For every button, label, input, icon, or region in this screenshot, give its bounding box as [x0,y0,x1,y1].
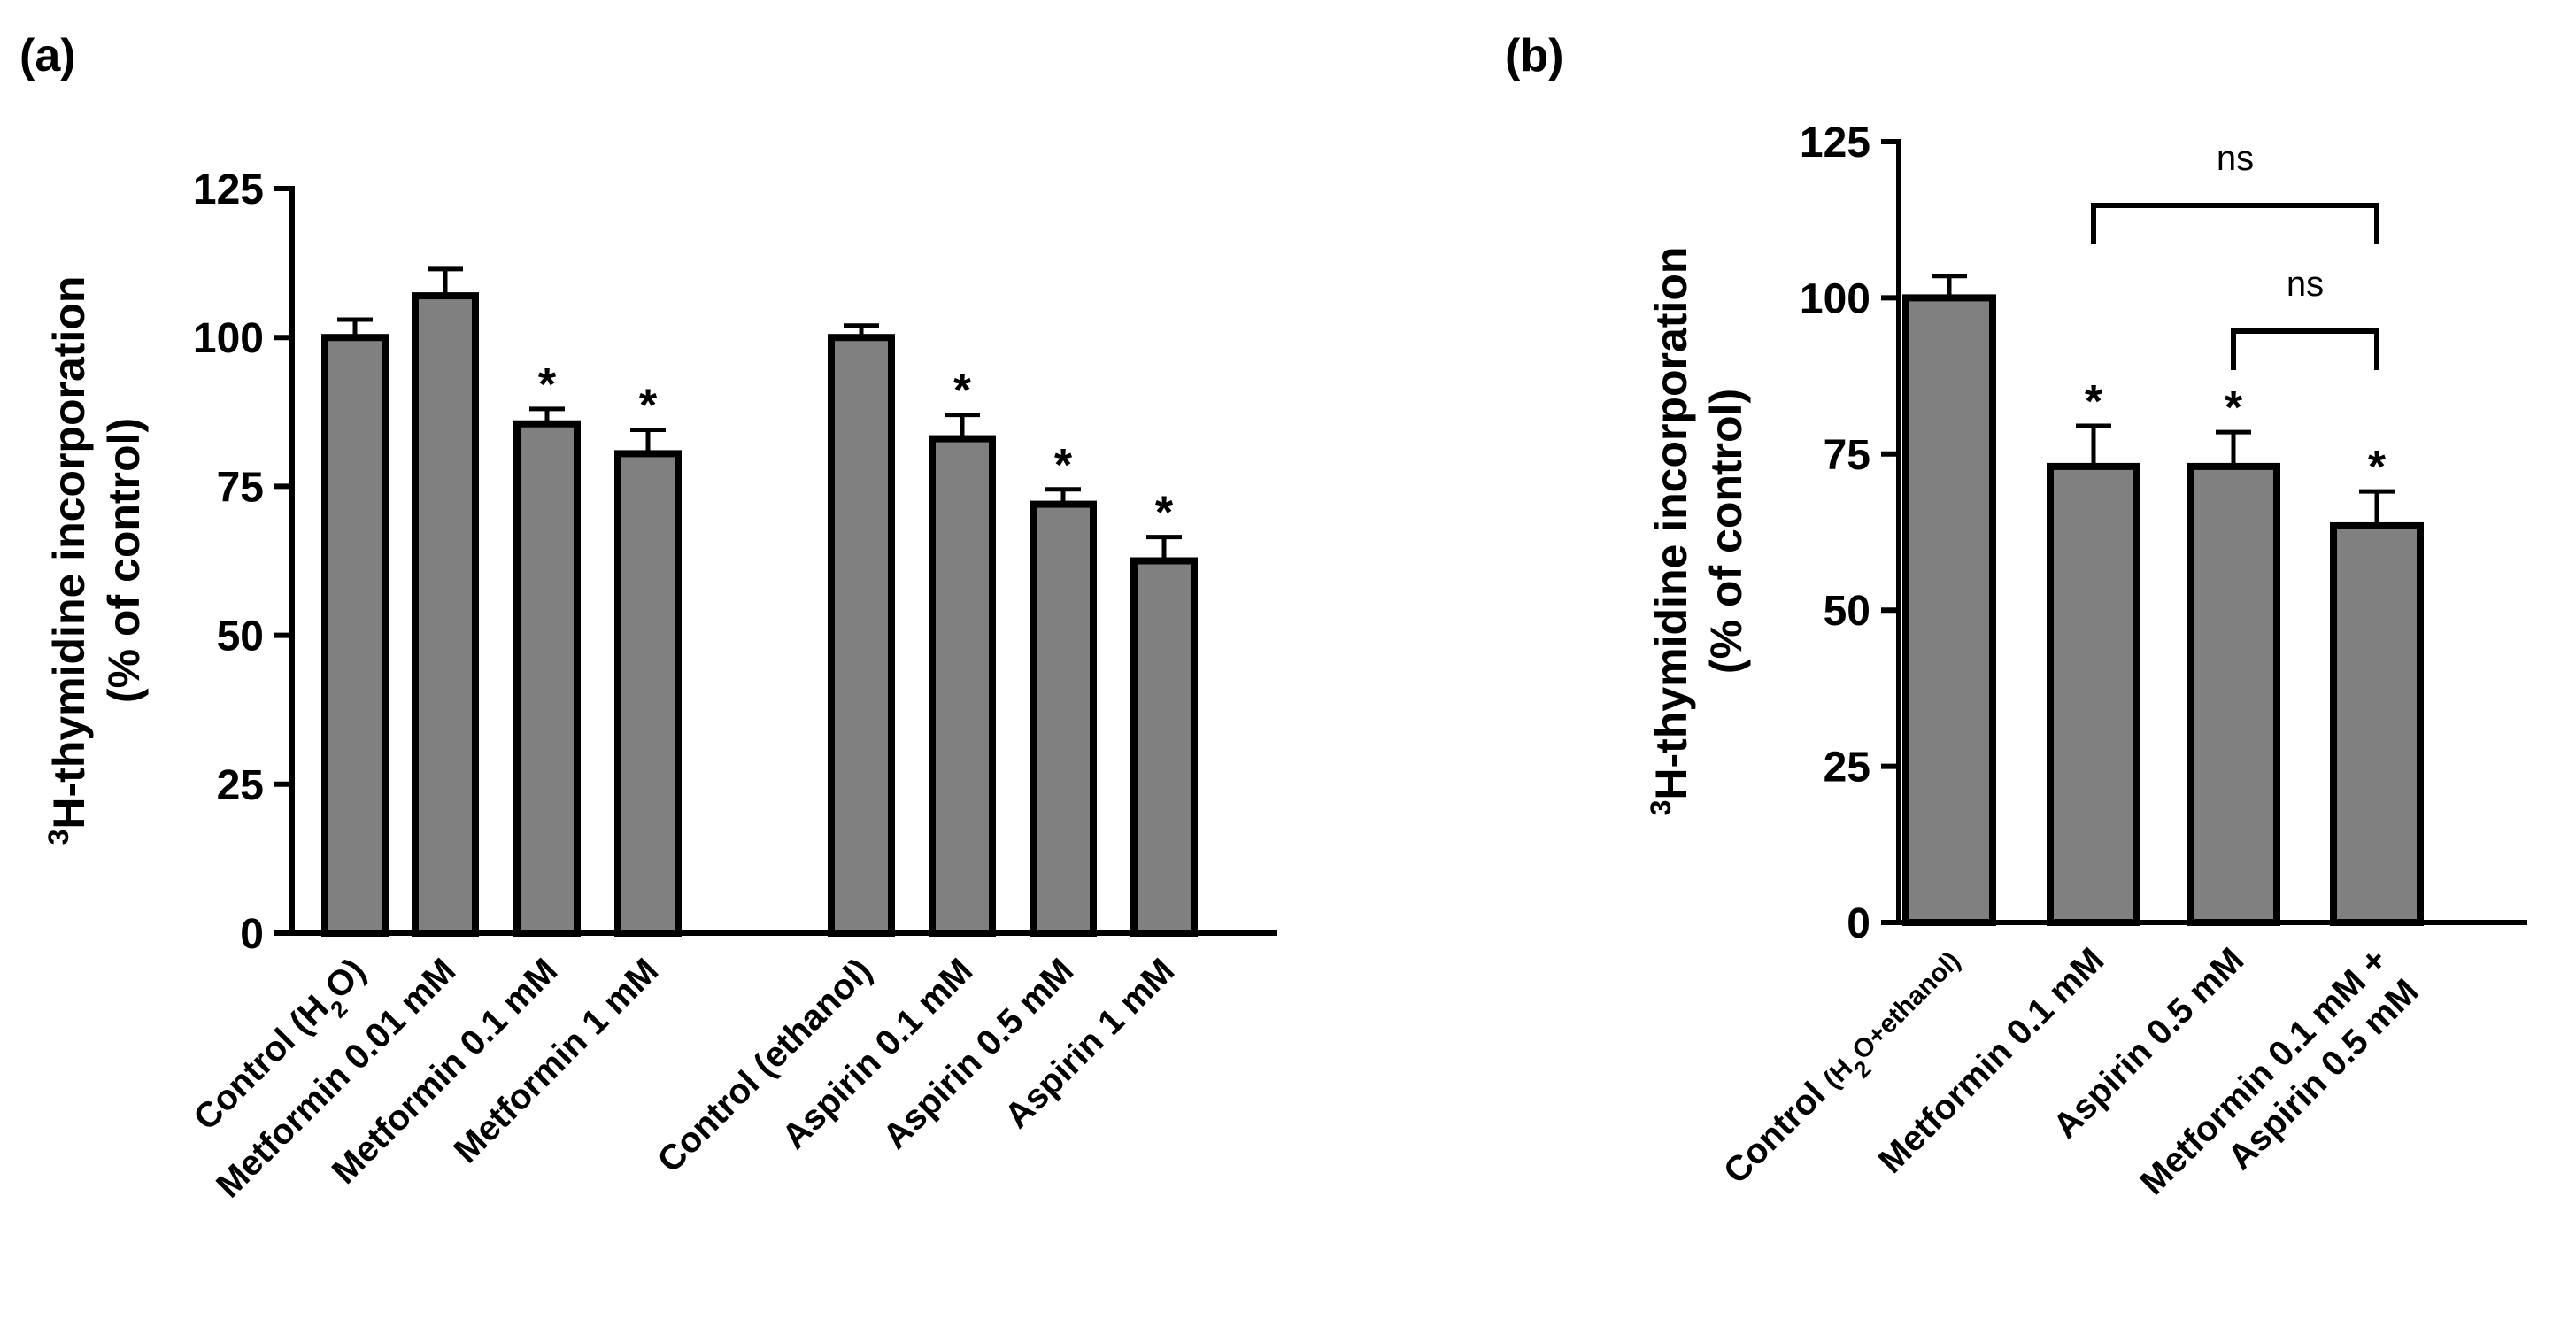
bar [929,435,996,937]
y-axis-title-line2: (% of control) [99,418,149,703]
category-label-text: Aspirin 0.5 mM [875,951,1081,1156]
bar [1030,500,1097,937]
bar [321,334,389,937]
y-tick-label: 50 [1824,588,1870,635]
bar [2330,521,2424,926]
y-tick-label: 125 [1800,120,1870,166]
category-label-text: Aspirin 0.1 mM [775,951,980,1156]
bar [2047,462,2140,926]
category-label-text: Metformin 0.1 mM + [2133,940,2395,1202]
bar [614,450,682,937]
significance-star: * [2225,382,2243,434]
panel-label: (a) [19,30,76,81]
y-tick-label: 0 [1847,900,1870,947]
significance-star: * [1054,440,1073,491]
significance-star: * [1155,488,1174,539]
bar [1902,294,1996,926]
comparison-bracket [2231,328,2379,370]
category-label-text: Metformin 0.1 mM [1871,940,2112,1181]
bar [2187,462,2280,926]
bar [412,292,479,937]
category-label: Aspirin 0.5 mM [875,951,1081,1156]
category-label: Control (H2O+ethanol) [1716,940,1975,1199]
bar [1130,557,1198,937]
comparison-bracket [2091,203,2379,244]
category-label-text: Control (H2O+ethanol) [1716,940,1975,1199]
y-axis-title-line1: 3H-thymidine incorporation [1645,247,1696,816]
category-label: Metformin 0.1 mM +Aspirin 0.5 mM [2133,940,2426,1202]
panel-a: (a) 0 25 50 75 100 125 3H-thymidine incorporati… [19,30,1277,1206]
y-tick-label: 25 [217,762,264,809]
y-tick-label: 75 [217,464,264,511]
category-label: Metformin 0.1 mM [1871,940,2112,1181]
category-label: Aspirin 0.1 mM [775,951,980,1156]
y-tick-label: 50 [217,614,264,660]
y-tick-label: 75 [1824,432,1870,479]
panel-label: (b) [1505,30,1563,81]
panel-b: (b) 0 25 50 75 100 125 3H-thymidine incorporati… [1505,30,2527,1202]
bar [513,420,581,938]
comparison-label: ns [2217,139,2254,178]
significance-star: * [953,366,972,417]
y-tick-label: 100 [1800,275,1870,322]
y-tick-label: 125 [193,166,264,213]
y-axis-title-line2: (% of control) [1701,389,1751,674]
significance-star: * [538,359,557,411]
y-axis-title-line1: 3H-thymidine incorporation [42,276,94,845]
comparison-label: ns [2287,265,2324,304]
y-tick-label: 25 [1824,745,1870,791]
significance-star: * [639,380,658,431]
significance-star: * [2085,376,2103,428]
bar [828,334,895,937]
y-tick-label: 100 [193,315,264,362]
significance-star: * [2368,442,2387,493]
y-axis-title: 3H-thymidine incorporation (% of control) [42,276,149,845]
y-axis-title: 3H-thymidine incorporation (% of control) [1645,247,1751,816]
y-tick-label: 0 [240,911,264,958]
